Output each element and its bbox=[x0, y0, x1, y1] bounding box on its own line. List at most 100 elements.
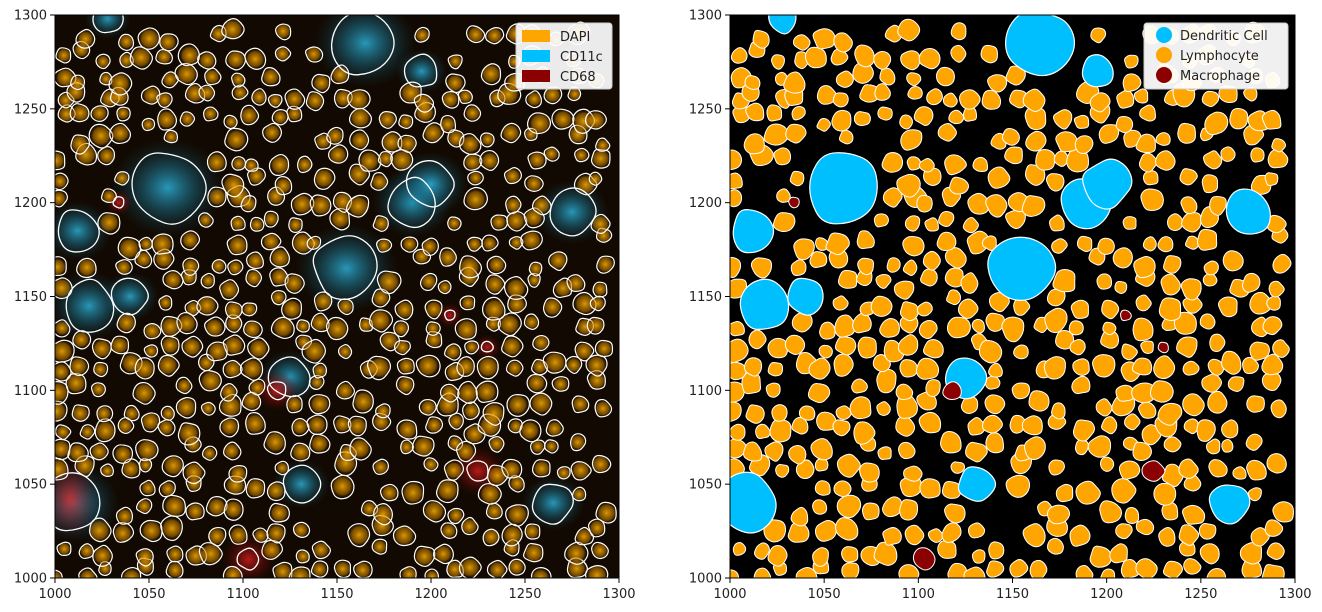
cell-outline bbox=[269, 246, 290, 268]
cell-outline bbox=[458, 556, 482, 578]
lymphocyte-cell bbox=[832, 92, 849, 108]
cell-outline bbox=[240, 104, 260, 126]
dapi-nucleus bbox=[275, 461, 289, 475]
cell-outline bbox=[162, 270, 184, 290]
dapi-nucleus bbox=[464, 105, 481, 121]
dapi-nucleus bbox=[501, 123, 521, 143]
dapi-nucleus bbox=[175, 396, 197, 418]
lymphocyte-cell bbox=[1161, 463, 1184, 488]
cell-outline bbox=[486, 255, 507, 275]
cell-outline bbox=[529, 439, 546, 455]
dapi-nucleus bbox=[286, 396, 303, 413]
cell-outline bbox=[352, 389, 374, 414]
dapi-nucleus bbox=[55, 424, 71, 440]
cell-outline bbox=[548, 251, 568, 272]
dapi-nucleus bbox=[273, 562, 293, 578]
cell-outline bbox=[151, 233, 174, 255]
lymphocyte-cell bbox=[838, 129, 854, 145]
lymphocyte-cell bbox=[765, 382, 781, 398]
dapi-nucleus bbox=[528, 112, 552, 135]
cell-outline bbox=[251, 88, 267, 106]
cell-outline bbox=[584, 110, 607, 130]
lymphocyte-cell bbox=[1118, 460, 1141, 480]
lymphocyte-cell bbox=[897, 18, 921, 42]
cell-outline bbox=[486, 559, 508, 578]
dapi-nucleus bbox=[180, 111, 195, 127]
x-tick-label: 1300 bbox=[1278, 587, 1311, 602]
lymphocyte-cell bbox=[1183, 558, 1202, 575]
y-tick-label: 1200 bbox=[14, 196, 47, 211]
cell-outline bbox=[123, 404, 140, 422]
lymphocyte-cell bbox=[1142, 170, 1159, 186]
dapi-nucleus bbox=[352, 390, 375, 413]
dapi-nucleus bbox=[251, 89, 268, 105]
lymphocyte-cell bbox=[1013, 344, 1029, 360]
lymphocyte-cell bbox=[1072, 419, 1095, 442]
lymphocyte-cell bbox=[1266, 542, 1285, 560]
cell-outline bbox=[531, 195, 552, 216]
cell-outline bbox=[230, 215, 246, 231]
dapi-nucleus bbox=[456, 357, 476, 377]
cell-outline bbox=[358, 149, 382, 172]
cell-outline bbox=[177, 422, 201, 446]
lymphocyte-cell bbox=[1140, 340, 1154, 354]
dapi-nucleus bbox=[284, 273, 304, 293]
cell-outline bbox=[525, 90, 543, 109]
lymphocyte-cell bbox=[1097, 237, 1115, 255]
cell-outline bbox=[245, 478, 266, 499]
dapi-nucleus bbox=[55, 439, 71, 459]
dapi-nucleus bbox=[458, 89, 473, 104]
dapi-nucleus bbox=[448, 413, 464, 430]
cell-outline bbox=[248, 378, 266, 396]
lymphocyte-cell bbox=[1112, 247, 1133, 269]
dapi-nucleus bbox=[224, 115, 238, 129]
cell-outline bbox=[116, 106, 131, 122]
dapi-nucleus bbox=[310, 313, 330, 333]
dapi-nucleus bbox=[475, 381, 498, 403]
y-tick-label: 1000 bbox=[14, 572, 47, 587]
dapi-nucleus bbox=[480, 151, 500, 170]
cell-outline bbox=[425, 321, 441, 336]
lymphocyte-cell bbox=[1221, 419, 1239, 439]
dapi-nucleus bbox=[264, 431, 287, 454]
dapi-nucleus bbox=[287, 106, 303, 122]
cell-outline bbox=[543, 146, 560, 162]
cell-outline bbox=[284, 88, 306, 110]
cell-outline bbox=[290, 442, 311, 462]
lymphocyte-cell bbox=[873, 213, 889, 228]
dapi-nucleus bbox=[358, 150, 380, 172]
legend-label-lymphocyte: Lymphocyte bbox=[1180, 49, 1259, 64]
lymphocyte-cell bbox=[771, 54, 785, 70]
cell-outline bbox=[200, 272, 215, 289]
dendritic-cell bbox=[730, 471, 777, 534]
dapi-nucleus bbox=[270, 267, 289, 287]
dapi-nucleus bbox=[121, 568, 142, 578]
dapi-nucleus bbox=[55, 339, 74, 363]
dapi-nucleus bbox=[458, 255, 481, 279]
cell-outline bbox=[440, 522, 458, 539]
lymphocyte-cell bbox=[1163, 255, 1182, 274]
lymphocyte-cell bbox=[1075, 480, 1101, 505]
lymphocyte-cell bbox=[876, 368, 897, 394]
dapi-nucleus bbox=[505, 277, 527, 299]
dapi-nucleus bbox=[447, 129, 465, 148]
cell-outline bbox=[266, 381, 287, 401]
lymphocyte-cell bbox=[1115, 523, 1133, 540]
dapi-nucleus bbox=[65, 372, 87, 394]
cell-outline bbox=[138, 236, 153, 251]
cell-outline bbox=[545, 419, 564, 437]
dapi-nucleus bbox=[198, 213, 213, 227]
dapi-nucleus bbox=[573, 292, 596, 315]
cd11c-signal bbox=[535, 180, 609, 244]
cell-outline bbox=[456, 356, 475, 377]
cell-outline bbox=[520, 230, 543, 251]
y-tick-label: 1300 bbox=[689, 9, 722, 24]
legend-label-cd68: CD68 bbox=[560, 70, 596, 85]
cell-outline bbox=[487, 464, 509, 487]
dapi-nucleus bbox=[507, 295, 527, 314]
lymphocyte-cell bbox=[898, 441, 916, 460]
lymphocyte-cell bbox=[853, 421, 876, 445]
lymphocyte-cell bbox=[907, 86, 923, 100]
dapi-nucleus bbox=[377, 270, 401, 294]
lymphocyte-cell bbox=[836, 494, 862, 519]
